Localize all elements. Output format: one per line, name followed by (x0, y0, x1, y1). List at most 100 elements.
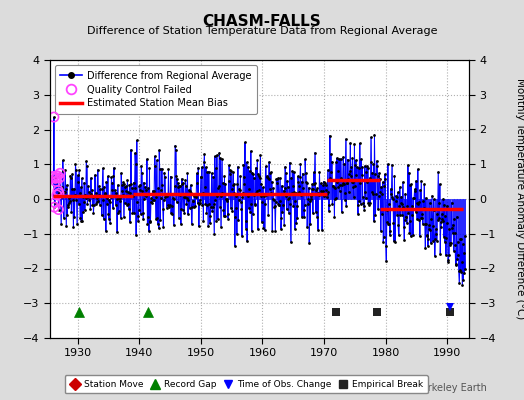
Point (290, 189, 299, 195)
Point (130, 210, 138, 216)
Point (346, 168, 354, 174)
Point (344, 156, 352, 163)
Point (215, 182, 223, 189)
Point (188, 204, 196, 210)
Point (451, 230, 459, 237)
Point (272, 180, 281, 186)
Point (381, 175, 389, 182)
Point (407, 233, 415, 240)
Point (229, 169, 237, 176)
Point (57, 221, 66, 227)
Point (76, 214, 84, 221)
Point (365, 177, 373, 184)
Point (401, 190, 409, 197)
Point (183, 194, 191, 201)
Point (399, 224, 408, 230)
Point (90, 202, 98, 208)
Point (369, 161, 378, 168)
Point (162, 192, 170, 198)
Point (420, 205, 428, 211)
Point (390, 172, 399, 179)
Point (387, 191, 396, 198)
Point (232, 193, 240, 200)
Point (304, 184, 313, 191)
Point (200, 151, 209, 157)
Point (452, 262, 460, 269)
Point (227, 168, 235, 174)
Point (216, 204, 224, 210)
Point (429, 196, 438, 202)
Point (133, 199, 141, 206)
Point (325, 132, 334, 139)
Point (103, 200, 111, 207)
Point (341, 196, 350, 203)
Point (141, 187, 150, 194)
Point (259, 184, 267, 191)
Point (386, 232, 394, 238)
Point (212, 165, 220, 172)
Point (317, 180, 325, 186)
Point (370, 218, 378, 224)
Point (159, 224, 168, 230)
Point (410, 195, 418, 201)
Point (315, 169, 324, 176)
Point (268, 196, 277, 202)
Point (447, 239, 455, 246)
Point (119, 179, 127, 186)
Point (411, 209, 420, 215)
Point (281, 170, 290, 176)
Point (266, 186, 274, 192)
Point (319, 182, 327, 188)
Point (91, 190, 100, 196)
Point (163, 193, 172, 200)
Point (347, 178, 356, 185)
Point (414, 216, 423, 223)
Point (439, 196, 447, 202)
Point (438, 210, 446, 217)
Point (97, 212, 106, 218)
Point (362, 195, 370, 202)
Point (148, 200, 156, 206)
Point (196, 197, 204, 203)
Point (344, 176, 353, 182)
Point (351, 183, 359, 189)
Point (285, 194, 293, 201)
Point (444, 258, 452, 265)
Point (77, 218, 85, 224)
Point (382, 258, 390, 264)
Point (209, 174, 217, 180)
Point (66, 172, 74, 179)
Point (231, 214, 239, 220)
Point (330, 184, 338, 190)
Point (86, 206, 94, 212)
Point (83, 201, 92, 207)
Point (282, 193, 290, 200)
Point (435, 200, 443, 206)
Point (65, 200, 73, 206)
Point (350, 141, 358, 147)
Point (283, 178, 291, 184)
Point (340, 160, 348, 167)
Point (322, 187, 330, 193)
Point (121, 184, 129, 190)
Point (328, 201, 336, 207)
Point (391, 198, 400, 204)
Point (450, 247, 458, 254)
Point (423, 233, 431, 239)
Point (199, 190, 207, 196)
Point (437, 219, 445, 225)
Point (348, 155, 356, 161)
Point (453, 238, 462, 245)
Point (173, 176, 181, 182)
Point (96, 193, 105, 200)
Point (193, 200, 202, 207)
Point (289, 203, 298, 209)
Point (58, 184, 67, 190)
Point (137, 210, 145, 217)
Point (305, 240, 313, 246)
Point (221, 213, 229, 220)
Point (347, 173, 355, 179)
Point (282, 206, 291, 212)
Point (245, 186, 253, 192)
Point (109, 205, 117, 211)
